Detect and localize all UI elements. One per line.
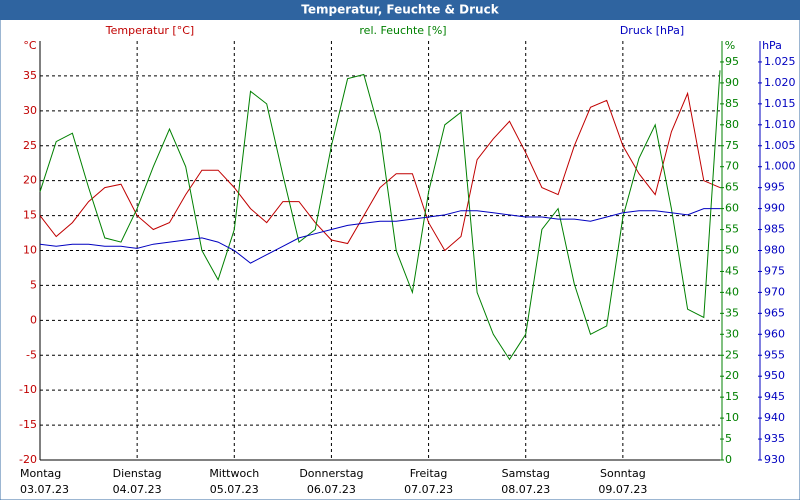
y2-tick-label: 75 bbox=[725, 139, 739, 152]
y3-tick-label: 1.005 bbox=[764, 139, 796, 152]
x-tick-date: 07.07.23 bbox=[404, 483, 453, 496]
y-tick-label: -5 bbox=[26, 348, 37, 361]
y-tick-label: 30 bbox=[23, 104, 37, 117]
series-line bbox=[39, 208, 720, 264]
y2-tick-label: 20 bbox=[725, 369, 739, 382]
x-tick-label: Dienstag bbox=[113, 467, 162, 480]
x-tick-date: 06.07.23 bbox=[307, 483, 356, 496]
y2-tick-label: 80 bbox=[725, 118, 739, 131]
y3-tick-label: 995 bbox=[764, 181, 785, 194]
y-tick-label: 25 bbox=[23, 139, 37, 152]
y2-tick-label: 25 bbox=[725, 348, 739, 361]
series-line bbox=[39, 91, 721, 252]
y-tick-label: 15 bbox=[23, 209, 37, 222]
y-tick-label: 35 bbox=[23, 69, 37, 82]
y3-tick-label: 990 bbox=[764, 202, 785, 215]
legend-label: Temperatur [°C] bbox=[105, 24, 194, 37]
y2-tick-label: 50 bbox=[725, 244, 739, 257]
y3-tick-label: 975 bbox=[764, 264, 785, 277]
y2-tick-label: 70 bbox=[725, 160, 739, 173]
y-tick-label: 0 bbox=[30, 313, 37, 326]
y-tick-label: 5 bbox=[30, 278, 37, 291]
y3-tick-label: 955 bbox=[764, 348, 785, 361]
y2-axis-unit: % bbox=[725, 39, 735, 52]
y3-tick-label: 1.025 bbox=[764, 55, 796, 68]
x-tick-label: Freitag bbox=[410, 467, 448, 480]
y3-tick-label: 1.015 bbox=[764, 97, 796, 110]
y2-tick-label: 55 bbox=[725, 223, 739, 236]
y-axis-unit: °C bbox=[23, 39, 37, 52]
y-tick-label: 20 bbox=[23, 174, 37, 187]
y3-tick-label: 945 bbox=[764, 390, 785, 403]
x-tick-date: 05.07.23 bbox=[210, 483, 259, 496]
y2-tick-label: 10 bbox=[725, 411, 739, 424]
y-tick-label: -10 bbox=[19, 383, 37, 396]
y3-tick-label: 1.010 bbox=[764, 118, 796, 131]
x-tick-date: 03.07.23 bbox=[20, 483, 69, 496]
y3-tick-label: 1.000 bbox=[764, 160, 796, 173]
legend-label: Druck [hPa] bbox=[620, 24, 684, 37]
y3-tick-label: 950 bbox=[764, 369, 785, 382]
y2-tick-label: 0 bbox=[725, 453, 732, 466]
y-tick-label: -20 bbox=[19, 453, 37, 466]
y2-tick-label: 30 bbox=[725, 327, 739, 340]
x-tick-label: Donnerstag bbox=[299, 467, 363, 480]
y3-tick-label: 1.020 bbox=[764, 76, 796, 89]
y2-tick-label: 40 bbox=[725, 285, 739, 298]
x-tick-date: 09.07.23 bbox=[598, 483, 647, 496]
x-tick-date: 08.07.23 bbox=[501, 483, 550, 496]
x-tick-label: Samstag bbox=[502, 467, 550, 480]
y2-tick-label: 95 bbox=[725, 55, 739, 68]
y3-tick-label: 965 bbox=[764, 306, 785, 319]
legend-label: rel. Feuchte [%] bbox=[359, 24, 446, 37]
series-line bbox=[39, 70, 721, 361]
y3-tick-label: 985 bbox=[764, 223, 785, 236]
y2-tick-label: 90 bbox=[725, 76, 739, 89]
title-bar bbox=[0, 0, 800, 20]
y3-tick-label: 970 bbox=[764, 285, 785, 298]
y2-tick-label: 45 bbox=[725, 264, 739, 277]
y3-axis-unit: hPa bbox=[762, 39, 782, 52]
x-tick-date: 04.07.23 bbox=[113, 483, 162, 496]
y2-tick-label: 35 bbox=[725, 306, 739, 319]
chart-title: Temperatur, Feuchte & Druck bbox=[301, 3, 499, 17]
x-tick-label: Mittwoch bbox=[209, 467, 259, 480]
y2-tick-label: 5 bbox=[725, 432, 732, 445]
y2-tick-label: 15 bbox=[725, 390, 739, 403]
y3-tick-label: 930 bbox=[764, 453, 785, 466]
y2-tick-label: 65 bbox=[725, 181, 739, 194]
y3-tick-label: 980 bbox=[764, 244, 785, 257]
y3-tick-label: 960 bbox=[764, 327, 785, 340]
x-tick-label: Montag bbox=[20, 467, 61, 480]
y3-tick-label: 940 bbox=[764, 411, 785, 424]
y2-tick-label: 60 bbox=[725, 202, 739, 215]
y3-tick-label: 935 bbox=[764, 432, 785, 445]
y-tick-label: -15 bbox=[19, 418, 37, 431]
x-tick-label: Sonntag bbox=[600, 467, 646, 480]
y2-tick-label: 85 bbox=[725, 97, 739, 110]
y-tick-label: 10 bbox=[23, 244, 37, 257]
